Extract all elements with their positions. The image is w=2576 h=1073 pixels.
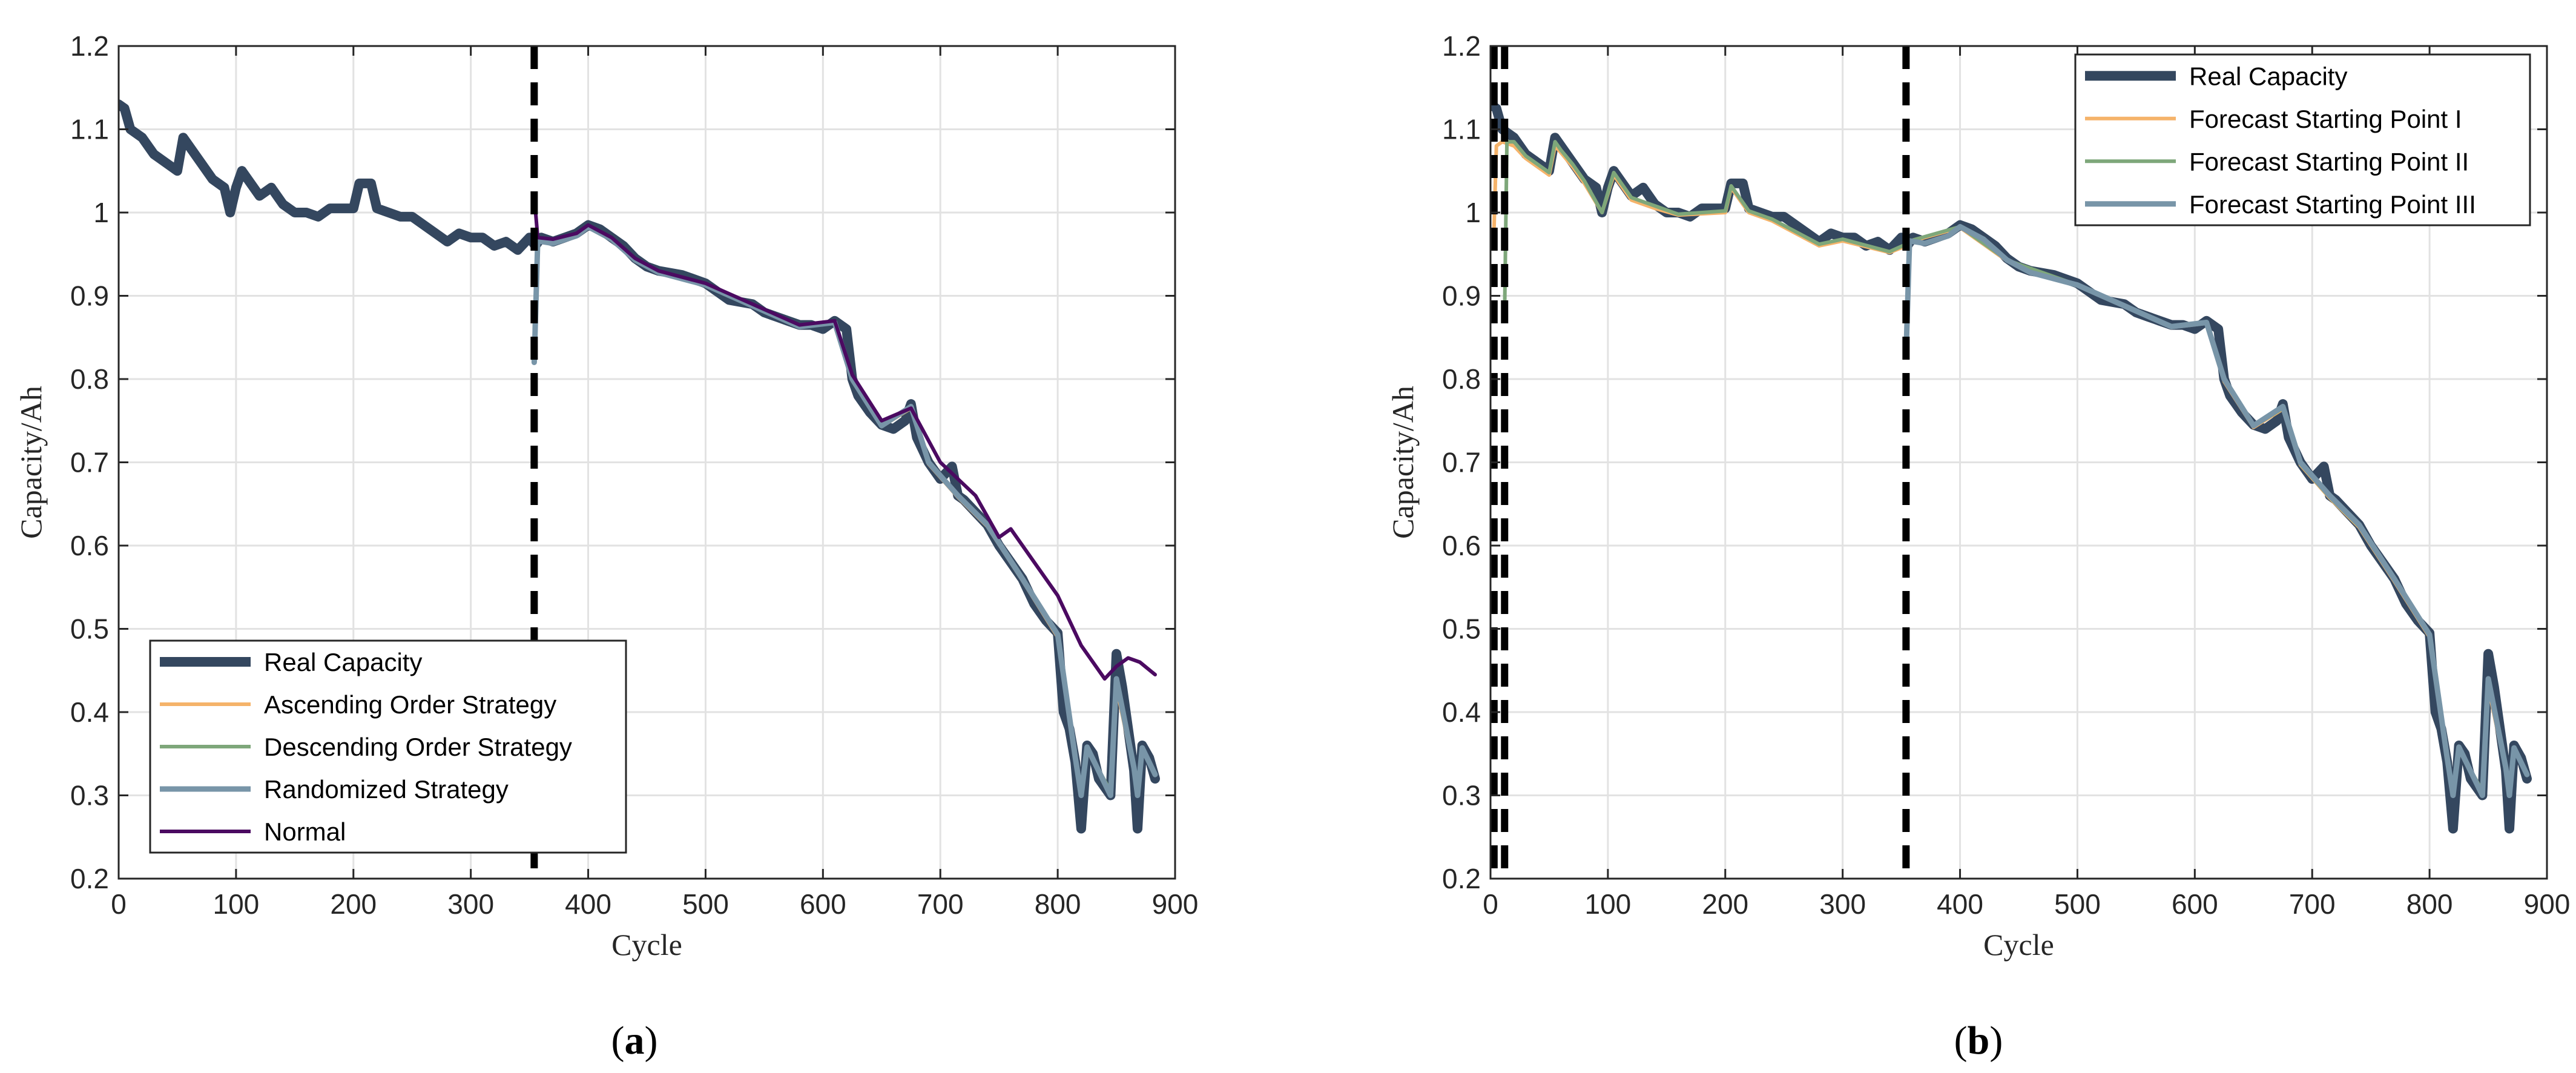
x-axis-label: Cycle xyxy=(1983,928,2054,962)
plot-area xyxy=(1491,99,2532,834)
x-tick-label: 100 xyxy=(213,888,260,920)
legend-label-3: Randomized Strategy xyxy=(264,775,509,804)
y-tick-label: 0.9 xyxy=(70,280,109,312)
y-tick-label: 0.5 xyxy=(1442,613,1481,645)
y-tick-label: 0.5 xyxy=(70,613,109,645)
y-axis-label: Capacity/Ah xyxy=(1386,386,1420,539)
x-tick-label: 500 xyxy=(2054,888,2101,920)
series-line-2 xyxy=(1503,140,2529,793)
y-tick-label: 0.3 xyxy=(1442,780,1481,811)
series-line-3 xyxy=(1903,223,2530,798)
y-tick-label: 0.7 xyxy=(70,447,109,478)
legend-label-1: Forecast Starting Point I xyxy=(2189,105,2462,133)
y-tick-label: 0.6 xyxy=(1442,530,1481,561)
x-tick-label: 800 xyxy=(2406,888,2453,920)
x-tick-label: 300 xyxy=(447,888,494,920)
x-tick-label: 600 xyxy=(2172,888,2218,920)
x-tick-label: 800 xyxy=(1035,888,1081,920)
x-tick-label: 400 xyxy=(565,888,611,920)
x-tick-label: 700 xyxy=(2289,888,2336,920)
x-tick-label: 900 xyxy=(2524,888,2571,920)
ticks: 0 100 200 300 400 500 600 700 800 900 0.2 0.3 0.4 0.5… xyxy=(1442,30,2570,920)
ticks: 0 100 200 300 400 500 600 700 800 900 0.2 0.3 0.4 0.5… xyxy=(70,30,1198,920)
x-axis-label: Cycle xyxy=(611,928,682,962)
y-tick-label: 1.1 xyxy=(1442,114,1481,145)
legend-label-0: Real Capacity xyxy=(264,648,422,676)
y-tick-label: 0.3 xyxy=(70,780,109,811)
x-tick-label: 600 xyxy=(800,888,846,920)
x-tick-label: 100 xyxy=(1585,888,1632,920)
y-tick-label: 0.6 xyxy=(70,530,109,561)
legend-box xyxy=(2074,53,2531,226)
y-tick-label: 0.7 xyxy=(1442,447,1481,478)
legend-label-1: Ascending Order Strategy xyxy=(264,690,556,719)
y-tick-label: 0.4 xyxy=(70,696,109,728)
y-tick-label: 1.2 xyxy=(70,30,109,62)
series-line-4 xyxy=(532,194,1157,681)
x-tick-label: 700 xyxy=(917,888,964,920)
y-tick-label: 0.8 xyxy=(1442,363,1481,395)
series-line-1 xyxy=(1492,140,2529,797)
y-tick-label: 0.9 xyxy=(1442,280,1481,312)
legend-label-2: Forecast Starting Point II xyxy=(2189,147,2469,176)
y-tick-label: 0.4 xyxy=(1442,696,1481,728)
legend-label-0: Real Capacity xyxy=(2189,62,2347,90)
y-axis-label: Capacity/Ah xyxy=(14,386,48,539)
x-tick-label: 200 xyxy=(330,888,377,920)
panel-b: 0 100 200 300 400 500 600 700 800 900 0.2 0.3 0.4 0.5… xyxy=(1386,30,2570,962)
y-tick-label: 0.8 xyxy=(70,363,109,395)
legend-label-2: Descending Order Strategy xyxy=(264,733,572,761)
panel-a: 0 100 200 300 400 500 600 700 800 900 0.2 0.3 0.4 0.5… xyxy=(14,30,1198,962)
y-tick-label: 1.2 xyxy=(1442,30,1481,62)
caption-b: (b) xyxy=(1954,1019,2003,1063)
y-tick-label: 0.2 xyxy=(70,863,109,894)
legend: Real Capacity Ascending Order Strategy Des… xyxy=(149,639,627,854)
y-tick-label: 1 xyxy=(1465,197,1481,228)
x-tick-label: 300 xyxy=(1819,888,1866,920)
x-tick-label: 0 xyxy=(1483,888,1498,920)
plot-area xyxy=(119,99,1160,834)
legend: Real Capacity Forecast Starting Point I Fo… xyxy=(2074,53,2531,226)
x-tick-label: 900 xyxy=(1152,888,1199,920)
x-tick-label: 200 xyxy=(1702,888,1748,920)
y-tick-label: 1.1 xyxy=(70,114,109,145)
legend-label-3: Forecast Starting Point III xyxy=(2189,190,2476,219)
x-tick-label: 400 xyxy=(1937,888,1983,920)
legend-label-4: Normal xyxy=(264,817,346,846)
y-tick-label: 0.2 xyxy=(1442,863,1481,894)
y-tick-label: 1 xyxy=(93,197,109,228)
x-tick-label: 500 xyxy=(682,888,729,920)
caption-a: (a) xyxy=(611,1019,658,1063)
x-tick-label: 0 xyxy=(111,888,127,920)
